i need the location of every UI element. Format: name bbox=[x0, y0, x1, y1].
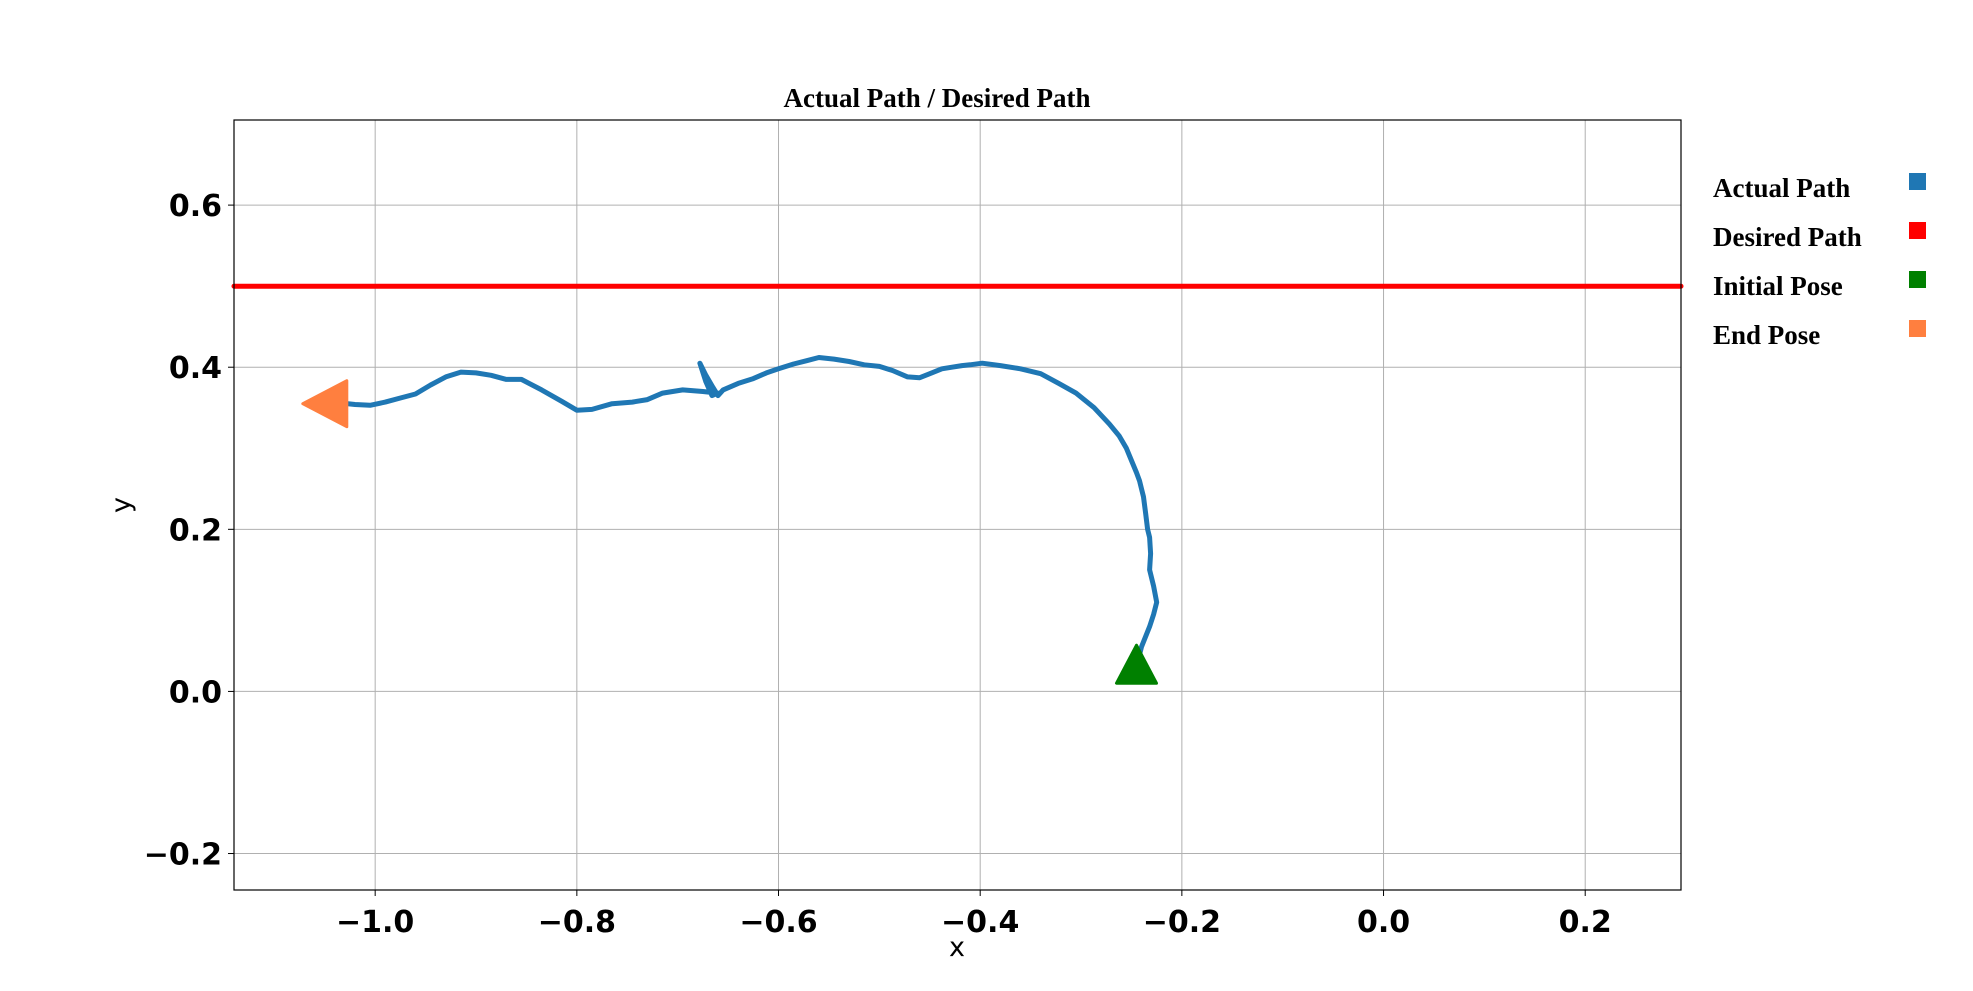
initial-pose-marker bbox=[1115, 643, 1158, 685]
legend-swatch-end-pose bbox=[1909, 320, 1926, 337]
actual-path-line bbox=[337, 355, 1160, 670]
x-tick-label: −0.4 bbox=[941, 905, 1019, 940]
legend: Actual Path Desired Path Initial Pose End P… bbox=[1713, 173, 1926, 350]
y-axis-label: y bbox=[106, 497, 137, 513]
legend-label-actual-path: Actual Path bbox=[1713, 173, 1850, 203]
x-axis-label: x bbox=[949, 932, 965, 963]
y-tick-label: 0.6 bbox=[169, 189, 222, 224]
x-tick-labels: −1.0 −0.8 −0.6 −0.4 −0.2 0.0 0.2 bbox=[336, 890, 1612, 940]
y-tick-label: 0.4 bbox=[169, 351, 222, 386]
y-tick-labels: −0.2 0.0 0.2 0.4 0.6 bbox=[144, 189, 234, 873]
end-pose-marker bbox=[301, 379, 349, 429]
x-tick-label: 0.2 bbox=[1559, 905, 1612, 940]
y-tick-label: −0.2 bbox=[144, 838, 222, 873]
x-tick-label: −0.2 bbox=[1143, 905, 1221, 940]
legend-swatch-actual-path bbox=[1909, 173, 1926, 190]
marker-layer bbox=[301, 379, 1158, 685]
x-tick-label: −0.6 bbox=[739, 905, 817, 940]
x-tick-label: 0.0 bbox=[1357, 905, 1410, 940]
plot-frame bbox=[233, 119, 1682, 891]
x-tick-label: −1.0 bbox=[336, 905, 414, 940]
y-tick-label: 0.2 bbox=[169, 513, 222, 548]
series-layer bbox=[231, 283, 1684, 670]
legend-swatch-initial-pose bbox=[1909, 271, 1926, 288]
legend-label-initial-pose: Initial Pose bbox=[1713, 271, 1843, 301]
y-tick-label: 0.0 bbox=[169, 675, 222, 710]
legend-swatch-desired-path bbox=[1909, 222, 1926, 239]
legend-label-end-pose: End Pose bbox=[1713, 320, 1820, 350]
x-tick-label: −0.8 bbox=[538, 905, 616, 940]
grid-lines bbox=[234, 120, 1681, 890]
chart-title: Actual Path / Desired Path bbox=[784, 83, 1091, 113]
legend-label-desired-path: Desired Path bbox=[1713, 222, 1862, 252]
